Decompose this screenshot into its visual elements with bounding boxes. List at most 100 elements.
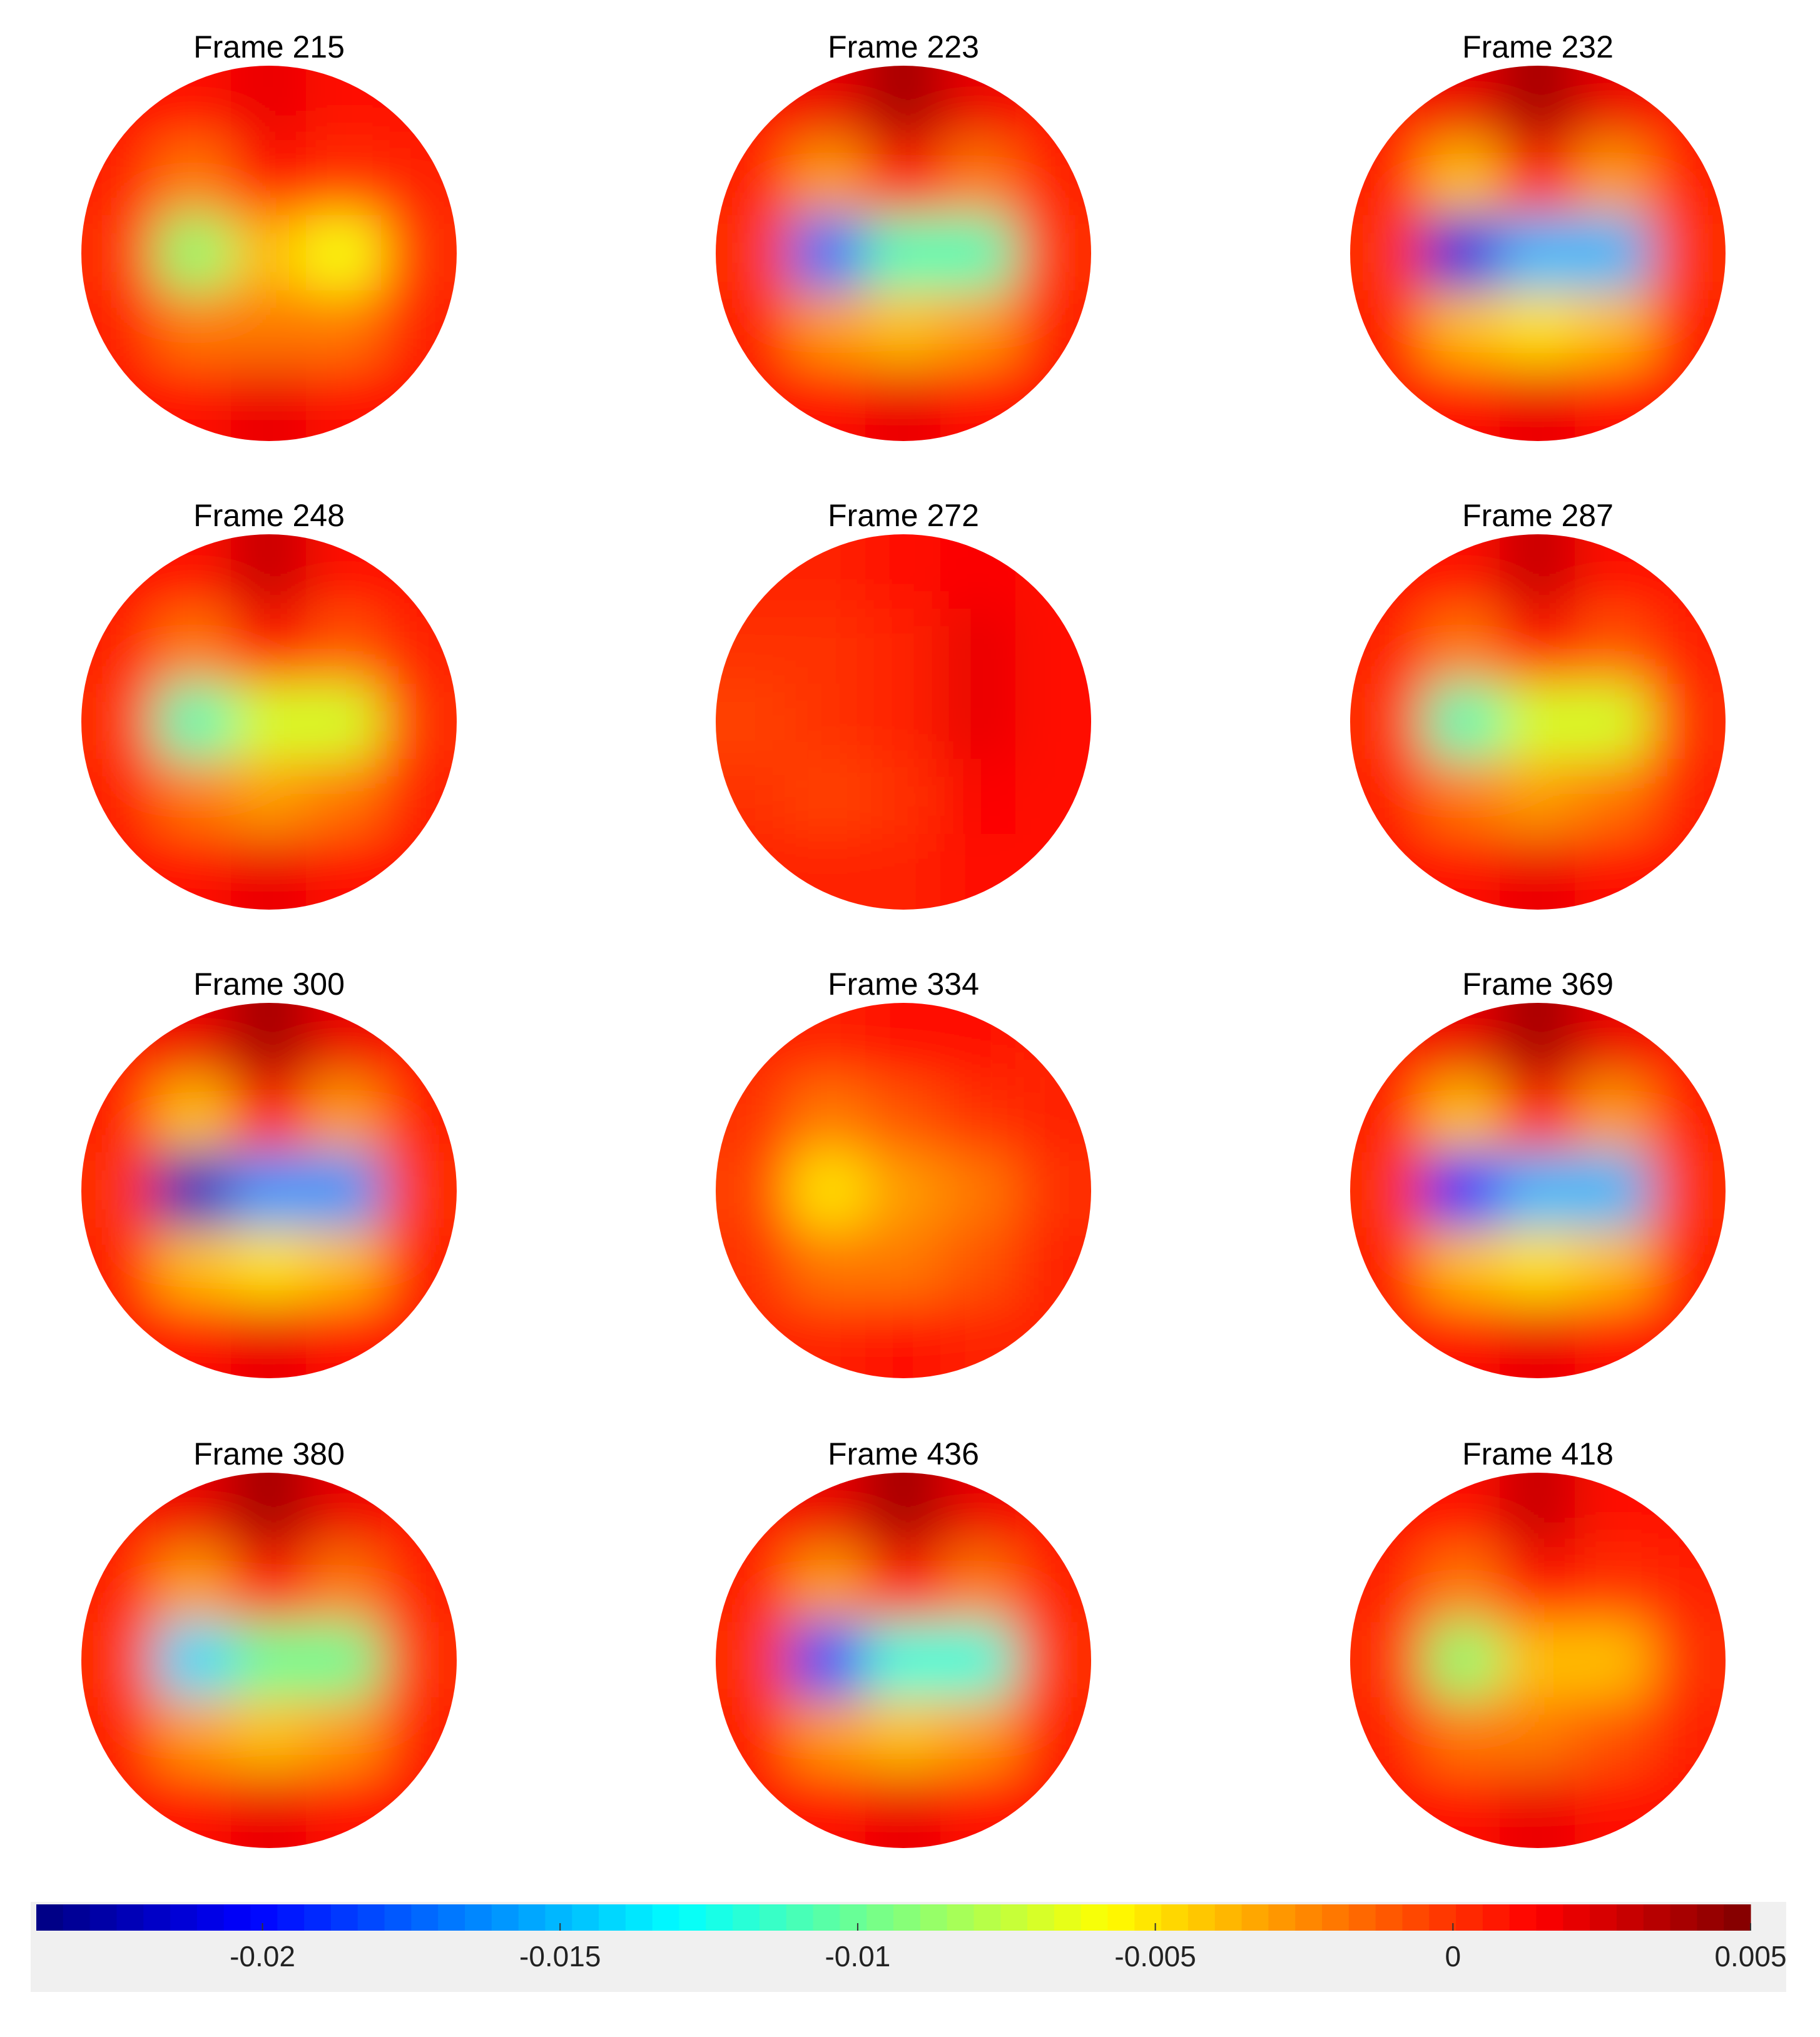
topomap [716, 66, 1091, 441]
field-cell [306, 1303, 382, 1378]
topomap-field [1350, 534, 1726, 910]
field-cell [381, 140, 457, 216]
colorbar-swatch [1536, 1904, 1563, 1931]
field-cell [381, 1152, 457, 1229]
field-cell [1500, 1697, 1576, 1774]
field-cell [716, 759, 791, 835]
field-cell [306, 1547, 382, 1623]
field-cell [1650, 1622, 1726, 1699]
field-cell [1425, 684, 1501, 760]
field-cell [81, 534, 157, 610]
field-cell [81, 834, 157, 910]
colorbar-swatch [1214, 1904, 1243, 1931]
colorbar-tick-label: -0.01 [825, 1940, 890, 1973]
field-cell [940, 1077, 1017, 1154]
field-cell [231, 1473, 307, 1548]
field-cell [231, 1152, 307, 1229]
field-cell [1500, 1473, 1576, 1548]
field-cell [231, 534, 307, 610]
field-cell [1350, 140, 1426, 216]
colorbar-swatch [733, 1904, 760, 1931]
field-cell [1425, 1473, 1501, 1548]
field-cell [381, 534, 457, 610]
field-cell [381, 365, 457, 441]
topomap [716, 534, 1091, 910]
field-cell [1350, 66, 1426, 141]
field-cell [1350, 1547, 1426, 1623]
colorbar-swatch [893, 1904, 921, 1931]
field-cell [231, 140, 307, 216]
field-cell [156, 365, 232, 441]
field-cell [156, 1152, 232, 1229]
field-cell [1015, 834, 1091, 910]
colorbar-swatch [947, 1904, 975, 1931]
colorbar-tick-label: 0 [1445, 1940, 1462, 1973]
field-cell [790, 1303, 867, 1378]
panel-title: Frame 223 [828, 29, 979, 64]
field-cell [306, 1622, 382, 1699]
colorbar-swatch [1670, 1904, 1697, 1931]
field-cell [381, 1077, 457, 1154]
topomap-field [716, 66, 1091, 441]
field-cell [1015, 1077, 1091, 1154]
field-cell [790, 834, 867, 910]
field-cell [1015, 215, 1091, 292]
field-cell [156, 534, 232, 610]
field-cell [1575, 290, 1651, 367]
field-cell [1425, 140, 1501, 216]
field-cell [1425, 290, 1501, 367]
field-cell [940, 140, 1017, 216]
colorbar-tick-label: 0.005 [1714, 1940, 1786, 1973]
field-cell [306, 365, 382, 441]
field-cell [1650, 759, 1726, 835]
field-cell [1500, 290, 1576, 367]
field-cell [940, 684, 1017, 760]
colorbar-swatch [1107, 1904, 1135, 1931]
field-cell [81, 1622, 157, 1699]
field-cell [1425, 1152, 1501, 1229]
field-cell [1425, 1303, 1501, 1378]
field-cell [1650, 834, 1726, 910]
field-cell [1500, 215, 1576, 292]
colorbar-swatch [143, 1904, 171, 1931]
topomap-field [1350, 1473, 1726, 1848]
colorbar-swatch [1134, 1904, 1162, 1931]
field-cell [790, 66, 867, 141]
colorbar-swatch [304, 1904, 332, 1931]
topomap [716, 1003, 1091, 1378]
field-cell [1500, 1227, 1576, 1304]
panel-title: Frame 418 [1462, 1436, 1614, 1471]
field-cell [81, 1227, 157, 1304]
field-cell [790, 1003, 867, 1079]
field-cell [306, 1152, 382, 1229]
field-cell [1350, 1152, 1426, 1229]
field-cell [790, 140, 867, 216]
field-cell [1575, 1622, 1651, 1699]
field-cell [1500, 1772, 1576, 1848]
colorbar-swatch [170, 1904, 198, 1931]
field-cell [790, 1227, 867, 1304]
field-cell [1350, 1473, 1426, 1548]
field-cell [940, 759, 1017, 835]
field-cell [1015, 1003, 1091, 1079]
panel-title: Frame 232 [1462, 29, 1614, 64]
field-cell [156, 834, 232, 910]
field-cell [231, 66, 307, 141]
field-cell [716, 534, 791, 610]
field-cell [381, 1227, 457, 1304]
field-cell [231, 1003, 307, 1079]
field-cell [1425, 1622, 1501, 1699]
field-cell [1425, 365, 1501, 441]
colorbar-swatch [679, 1904, 706, 1931]
field-cell [1350, 290, 1426, 367]
field-cell [865, 759, 942, 835]
field-cell [1500, 1622, 1576, 1699]
colorbar-swatch [357, 1904, 385, 1931]
field-cell [1015, 684, 1091, 760]
field-cell [306, 834, 382, 910]
field-cell [1350, 1622, 1426, 1699]
field-cell [156, 609, 232, 685]
field-cell [306, 1772, 382, 1848]
field-cell [940, 1772, 1017, 1848]
field-cell [1015, 1697, 1091, 1774]
